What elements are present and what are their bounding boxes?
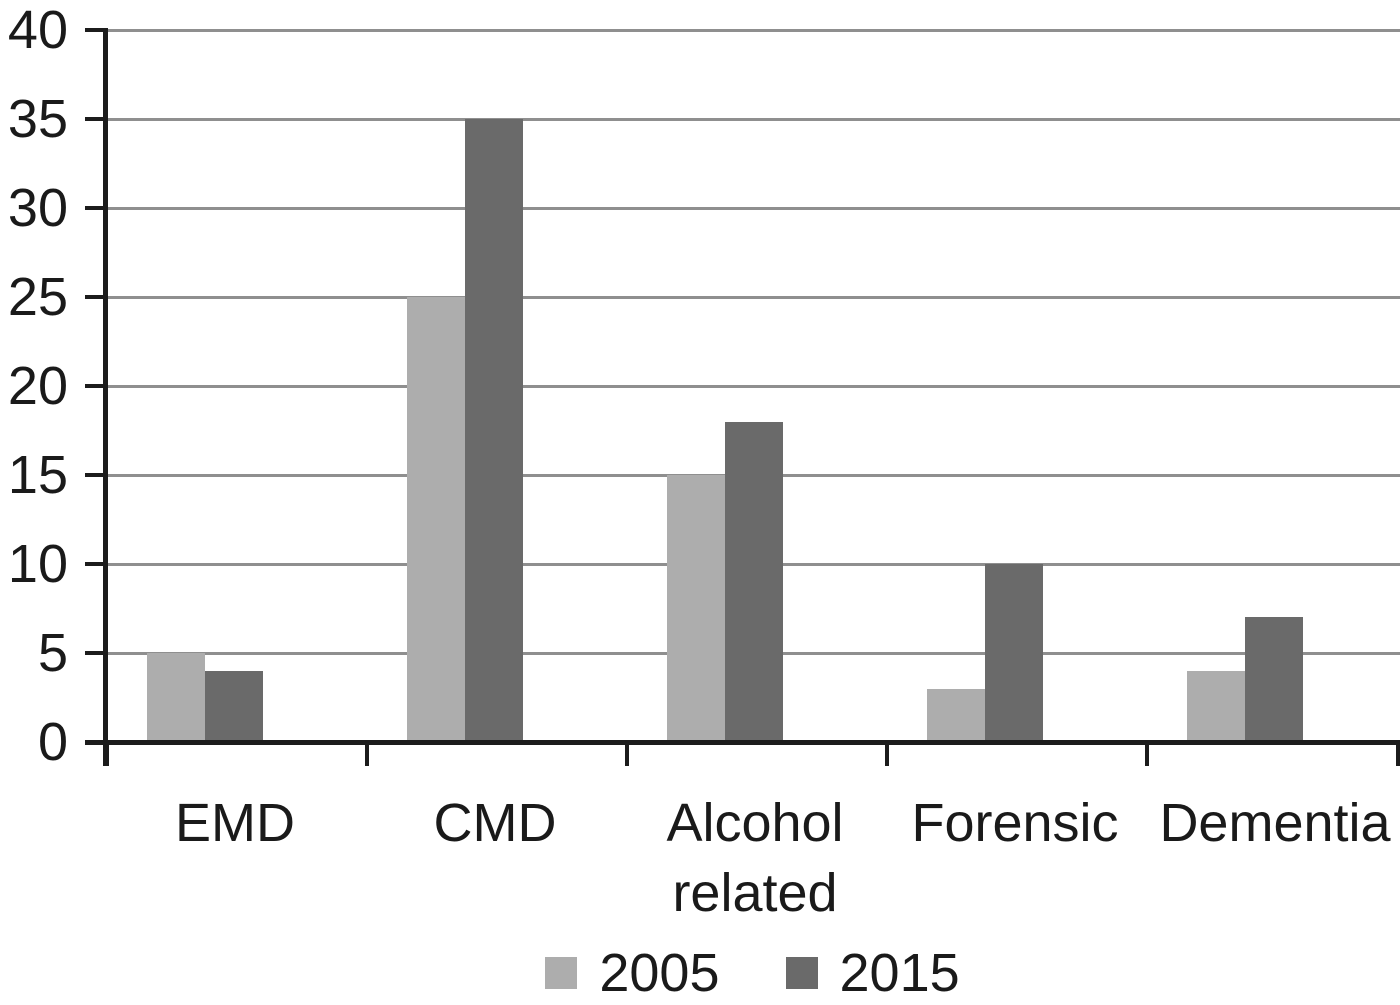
x-axis-tick [885, 742, 889, 766]
y-axis-tick [85, 740, 107, 744]
x-axis-line [85, 740, 1400, 745]
legend-swatch-2005 [545, 957, 578, 989]
x-axis-label-emd: EMD [175, 793, 295, 853]
bar-2005-forensic [927, 688, 985, 742]
legend-item-2015: 2015 [785, 943, 960, 1003]
y-tick-label: 35 [7, 89, 68, 149]
x-axis-tick [1145, 742, 1149, 766]
bar-2015-dementia [1245, 617, 1303, 742]
x-axis-tick [1396, 742, 1400, 766]
bar-2015-forensic [985, 564, 1043, 742]
gridline [105, 296, 1400, 299]
bar-2015-alcohol-related [725, 421, 783, 742]
bar-2015-cmd [465, 119, 523, 742]
bar-2005-dementia [1187, 670, 1245, 742]
gridline [105, 385, 1400, 388]
y-tick-label: 20 [7, 356, 68, 416]
y-tick-label: 0 [37, 712, 68, 772]
x-axis-label-dementia: Dementia [1159, 793, 1391, 853]
x-axis-tick [625, 742, 629, 766]
gridline [105, 29, 1400, 32]
y-tick-label: 15 [7, 445, 68, 505]
y-tick-label: 40 [7, 0, 68, 60]
gridline [105, 118, 1400, 121]
y-axis-tick [85, 295, 107, 299]
legend-swatch-2015 [785, 957, 818, 989]
y-axis-tick [85, 384, 107, 388]
x-axis-label-forensic: Forensic [911, 793, 1119, 853]
x-axis-tick [105, 742, 109, 766]
y-axis-tick [85, 562, 107, 566]
x-axis-label-cmd: CMD [433, 793, 557, 853]
x-axis-label-alcohol-related: Alcohol related [666, 793, 844, 923]
y-axis-tick [85, 473, 107, 477]
y-tick-label: 30 [7, 178, 68, 238]
bar-2015-emd [205, 670, 263, 742]
y-axis-tick [85, 117, 107, 121]
legend-label: 2015 [839, 943, 960, 1003]
y-axis-tick [85, 28, 107, 32]
bar-2005-emd [147, 653, 205, 742]
legend-item-2005: 2005 [545, 943, 720, 1003]
y-tick-label: 5 [37, 623, 68, 683]
x-axis-tick [365, 742, 369, 766]
y-axis-line [103, 28, 108, 766]
gridline [105, 207, 1400, 210]
y-axis-tick [85, 206, 107, 210]
legend: 2005 2015 [105, 944, 1400, 1002]
y-tick-label: 25 [7, 267, 68, 327]
legend-label: 2005 [599, 943, 720, 1003]
bar-2005-alcohol-related [667, 475, 725, 742]
y-axis-tick [85, 651, 107, 655]
y-tick-label: 10 [7, 534, 68, 594]
bar-2005-cmd [407, 297, 465, 742]
